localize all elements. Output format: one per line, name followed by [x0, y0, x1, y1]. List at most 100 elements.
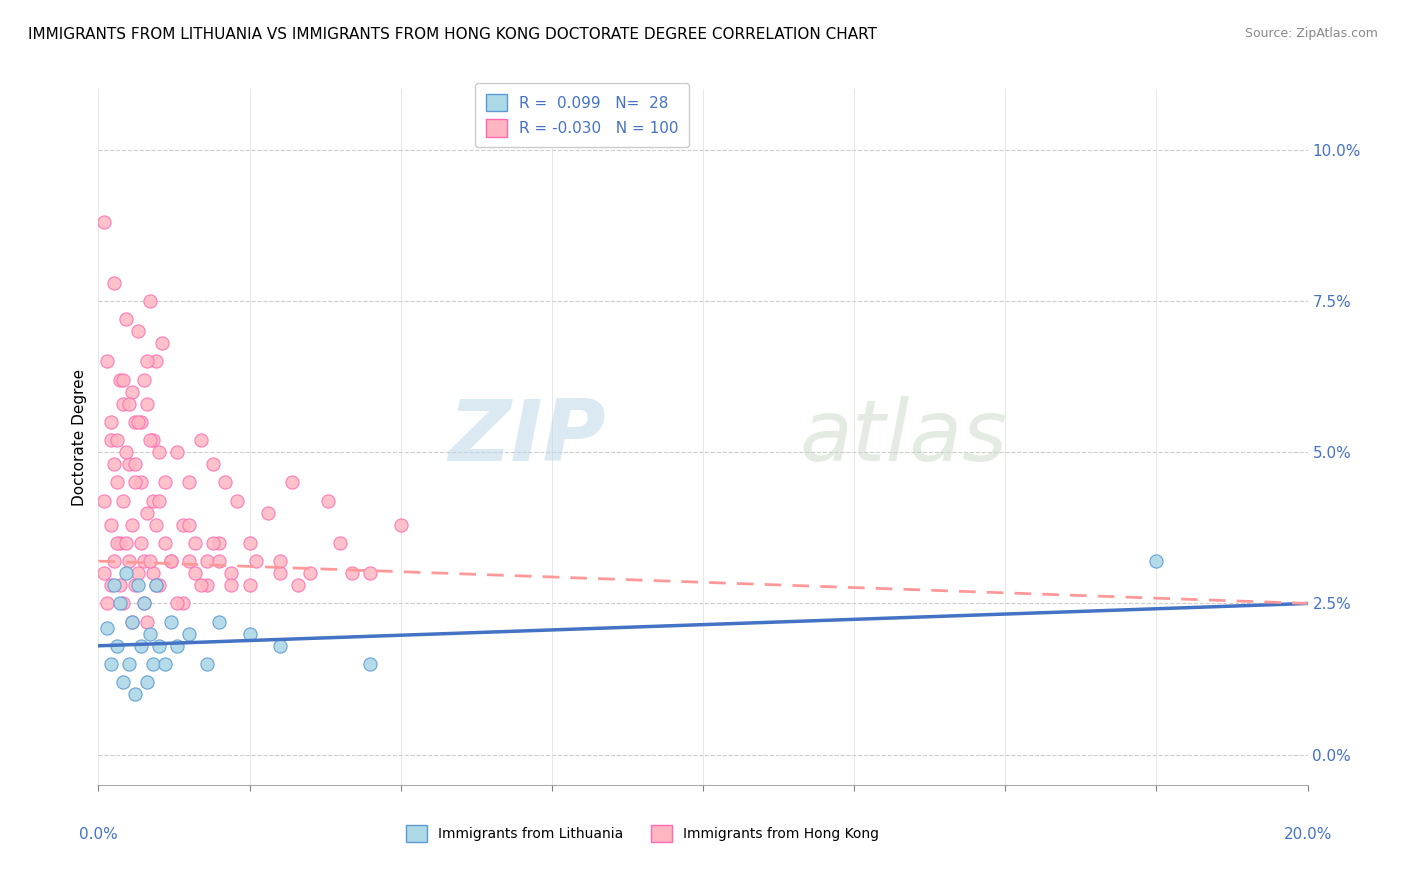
Point [239, 578, 262, 592]
Point [153, 475, 176, 490]
Point [166, 445, 188, 459]
Point [118, 397, 141, 411]
Point [139, 293, 162, 308]
Point [179, 517, 201, 532]
Point [179, 475, 201, 490]
Point [132, 554, 155, 568]
Point [208, 615, 231, 629]
Point [111, 675, 134, 690]
Point [121, 517, 143, 532]
Text: atlas: atlas [800, 395, 1008, 479]
Point [299, 566, 322, 581]
Point [202, 536, 225, 550]
Point [269, 639, 291, 653]
Point [135, 675, 157, 690]
Point [256, 506, 278, 520]
Point [127, 578, 149, 592]
Point [245, 554, 267, 568]
Text: ZIP: ZIP [449, 395, 606, 479]
Point [111, 373, 134, 387]
Point [360, 566, 382, 581]
Point [127, 324, 149, 338]
Point [202, 458, 225, 472]
Point [195, 554, 218, 568]
Point [103, 578, 125, 592]
Text: 0.0%: 0.0% [79, 827, 118, 842]
Point [145, 578, 167, 592]
Point [269, 554, 291, 568]
Point [96, 597, 118, 611]
Point [179, 554, 201, 568]
Point [226, 493, 249, 508]
Point [342, 566, 364, 581]
Point [124, 415, 146, 429]
Point [153, 657, 176, 671]
Text: Source: ZipAtlas.com: Source: ZipAtlas.com [1244, 27, 1378, 40]
Point [135, 615, 157, 629]
Point [145, 578, 167, 592]
Point [103, 458, 125, 472]
Point [135, 397, 157, 411]
Point [100, 517, 122, 532]
Point [93, 493, 115, 508]
Point [129, 415, 152, 429]
Point [96, 621, 118, 635]
Point [114, 566, 136, 581]
Point [160, 554, 183, 568]
Point [239, 536, 262, 550]
Point [108, 373, 131, 387]
Point [100, 578, 122, 592]
Point [360, 657, 382, 671]
Point [114, 536, 136, 550]
Point [190, 578, 212, 592]
Legend: Immigrants from Lithuania, Immigrants from Hong Kong: Immigrants from Lithuania, Immigrants fr… [401, 820, 884, 847]
Point [239, 626, 262, 640]
Point [118, 554, 141, 568]
Point [148, 445, 170, 459]
Point [153, 536, 176, 550]
Point [389, 517, 412, 532]
Point [132, 373, 155, 387]
Point [124, 475, 146, 490]
Point [108, 578, 131, 592]
Point [118, 657, 141, 671]
Point [103, 554, 125, 568]
Point [269, 566, 291, 581]
Point [145, 517, 167, 532]
Point [195, 578, 218, 592]
Text: 20.0%: 20.0% [1284, 827, 1331, 842]
Point [121, 615, 143, 629]
Point [142, 566, 165, 581]
Point [135, 354, 157, 368]
Point [148, 578, 170, 592]
Point [139, 626, 162, 640]
Point [184, 536, 207, 550]
Point [127, 566, 149, 581]
Point [139, 554, 162, 568]
Point [129, 475, 152, 490]
Point [281, 475, 304, 490]
Point [93, 215, 115, 229]
Point [105, 433, 128, 447]
Point [135, 506, 157, 520]
Point [214, 475, 236, 490]
Point [150, 336, 173, 351]
Point [111, 397, 134, 411]
Point [93, 566, 115, 581]
Point [179, 626, 201, 640]
Point [105, 639, 128, 653]
Point [142, 493, 165, 508]
Point [184, 566, 207, 581]
Point [172, 517, 194, 532]
Point [148, 493, 170, 508]
Point [160, 554, 183, 568]
Point [124, 458, 146, 472]
Point [172, 597, 194, 611]
Point [100, 415, 122, 429]
Point [121, 384, 143, 399]
Point [208, 554, 231, 568]
Point [114, 312, 136, 326]
Point [111, 493, 134, 508]
Point [221, 566, 243, 581]
Point [221, 578, 243, 592]
